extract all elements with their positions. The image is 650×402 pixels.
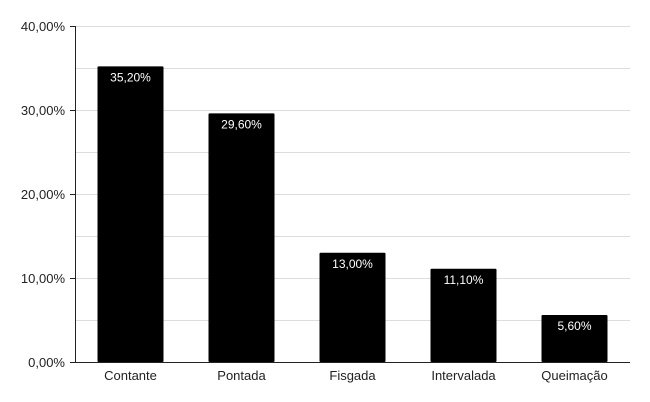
x-tick-label: Contante	[104, 368, 157, 383]
grid-lines	[75, 26, 630, 321]
x-tick-label: Intervalada	[431, 368, 496, 383]
y-tick-label: 0,00%	[28, 355, 65, 370]
data-label: 11,10%	[444, 273, 484, 287]
bar-queimação	[541, 314, 608, 362]
axes	[70, 26, 630, 363]
bar-fisgada	[319, 252, 386, 362]
data-label: 29,60%	[221, 117, 262, 131]
data-label: 13,00%	[332, 257, 373, 271]
data-label: 35,20%	[110, 70, 151, 84]
x-tick-label: Fisgada	[329, 368, 376, 383]
bar-contante	[97, 66, 164, 362]
y-tick-label: 40,00%	[21, 19, 66, 34]
x-tick-label: Pontada	[217, 368, 266, 383]
bar-intervalada	[430, 268, 497, 362]
labels: 35,20% Contante 29,60% Pontada 13,00% Fisgada…	[21, 19, 608, 383]
y-tick-label: 30,00%	[21, 103, 66, 118]
y-tick-label: 20,00%	[21, 187, 66, 202]
bar-pontada	[208, 113, 275, 362]
y-tick-label: 10,00%	[21, 271, 66, 286]
bars	[97, 66, 608, 362]
data-label: 5,60%	[557, 319, 591, 333]
x-tick-label: Queimação	[541, 368, 607, 383]
